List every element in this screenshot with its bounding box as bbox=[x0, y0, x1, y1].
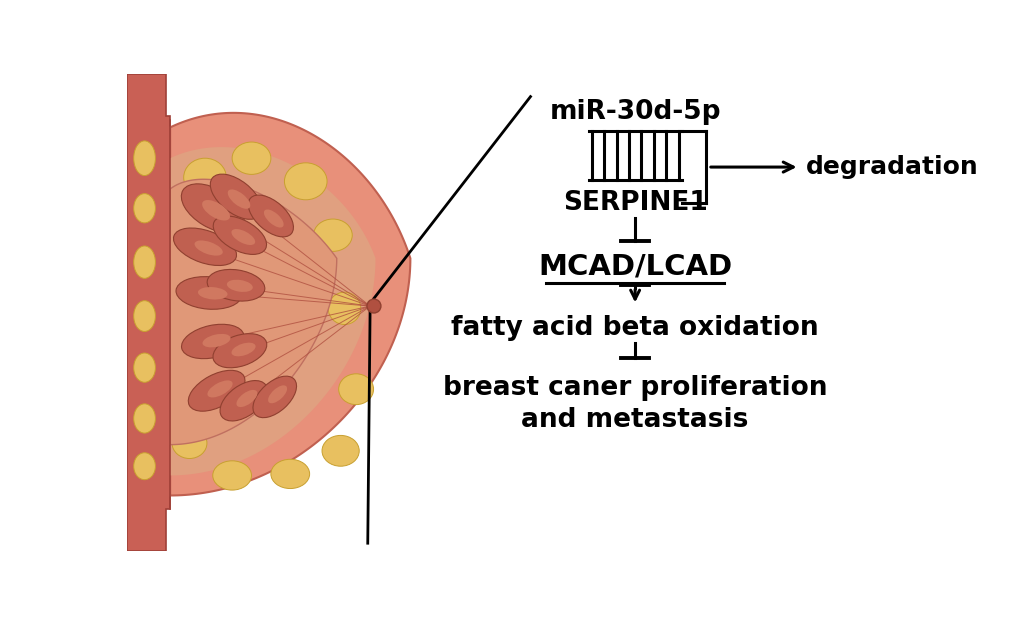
Ellipse shape bbox=[226, 280, 253, 292]
Ellipse shape bbox=[231, 343, 256, 357]
Ellipse shape bbox=[210, 174, 262, 219]
Polygon shape bbox=[170, 180, 336, 444]
Ellipse shape bbox=[207, 269, 265, 301]
Polygon shape bbox=[170, 147, 375, 475]
Ellipse shape bbox=[367, 299, 380, 313]
Ellipse shape bbox=[213, 216, 266, 254]
Ellipse shape bbox=[133, 141, 155, 176]
Ellipse shape bbox=[173, 228, 236, 266]
Ellipse shape bbox=[338, 374, 373, 405]
Ellipse shape bbox=[284, 163, 327, 200]
Ellipse shape bbox=[227, 189, 250, 209]
Ellipse shape bbox=[181, 324, 244, 358]
Ellipse shape bbox=[133, 246, 155, 279]
Ellipse shape bbox=[236, 390, 257, 407]
Text: degradation: degradation bbox=[805, 155, 977, 179]
Ellipse shape bbox=[322, 435, 359, 466]
Ellipse shape bbox=[176, 277, 242, 310]
Ellipse shape bbox=[133, 404, 155, 433]
Ellipse shape bbox=[202, 200, 229, 220]
Ellipse shape bbox=[220, 381, 267, 421]
Ellipse shape bbox=[195, 240, 222, 256]
Ellipse shape bbox=[231, 229, 255, 245]
Ellipse shape bbox=[133, 194, 155, 223]
Ellipse shape bbox=[198, 287, 227, 300]
Ellipse shape bbox=[133, 301, 155, 331]
Ellipse shape bbox=[133, 452, 155, 480]
Ellipse shape bbox=[203, 334, 230, 347]
Text: and metastasis: and metastasis bbox=[521, 407, 748, 433]
Ellipse shape bbox=[213, 334, 267, 368]
Ellipse shape bbox=[268, 386, 286, 403]
Ellipse shape bbox=[175, 212, 211, 243]
Ellipse shape bbox=[232, 142, 271, 175]
Ellipse shape bbox=[271, 459, 310, 488]
Polygon shape bbox=[127, 74, 170, 551]
Ellipse shape bbox=[189, 370, 245, 411]
Ellipse shape bbox=[183, 158, 226, 197]
Ellipse shape bbox=[181, 184, 244, 233]
Ellipse shape bbox=[133, 353, 155, 383]
Text: MCAD/LCAD: MCAD/LCAD bbox=[538, 252, 732, 280]
Ellipse shape bbox=[253, 376, 297, 418]
Text: miR-30d-5p: miR-30d-5p bbox=[549, 99, 720, 125]
Ellipse shape bbox=[328, 292, 361, 324]
Ellipse shape bbox=[213, 461, 252, 490]
Ellipse shape bbox=[264, 209, 283, 228]
Ellipse shape bbox=[207, 381, 232, 397]
Text: SERPINE1: SERPINE1 bbox=[562, 190, 707, 216]
Polygon shape bbox=[170, 113, 410, 495]
Text: fatty acid beta oxidation: fatty acid beta oxidation bbox=[450, 314, 818, 340]
Ellipse shape bbox=[172, 428, 207, 459]
Text: breast caner proliferation: breast caner proliferation bbox=[442, 374, 826, 400]
Ellipse shape bbox=[248, 195, 293, 237]
Ellipse shape bbox=[313, 219, 352, 251]
